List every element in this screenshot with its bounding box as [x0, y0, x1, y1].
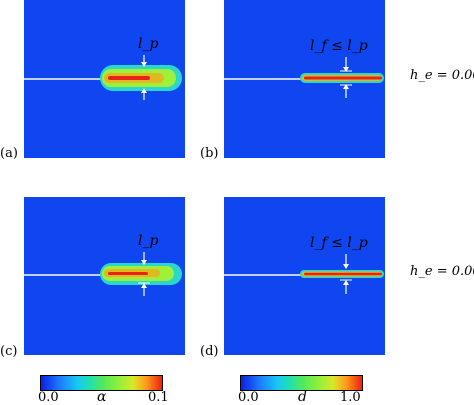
panel-tag-b: (b)	[200, 146, 219, 161]
crack-line	[24, 78, 114, 80]
crack-line	[224, 274, 304, 276]
crack-line	[24, 274, 114, 276]
panel-d-damage: l_f ≤ l_p	[224, 197, 385, 355]
plastic-zone-plume	[100, 65, 182, 91]
crack-line	[224, 78, 304, 80]
width-arrows	[340, 254, 352, 294]
damage-band	[300, 270, 384, 278]
width-arrows	[340, 57, 352, 98]
plastic-length-label: l_p	[138, 36, 159, 52]
colorbar-damage-min: 0.0	[238, 390, 259, 405]
panel-tag-c: (c)	[0, 344, 18, 359]
width-arrows	[141, 55, 147, 100]
colorbar-alpha-max: 0.1	[148, 390, 169, 405]
colorbar-alpha-variable: α	[97, 389, 107, 405]
colorbar-alpha	[40, 375, 163, 391]
plastic-zone-plume	[100, 263, 182, 285]
mesh-size-label-row1: h_e = 0.004	[410, 68, 474, 83]
width-arrows	[138, 252, 150, 296]
fracture-length-label: l_f ≤ l_p	[310, 235, 368, 251]
colorbar-damage-max: 1.0	[340, 390, 361, 405]
panel-tag-a: (a)	[0, 146, 18, 161]
colorbar-alpha-min: 0.0	[38, 390, 59, 405]
mesh-size-label-row2: h_e = 0.002	[410, 264, 474, 279]
colorbar-damage-variable: d	[298, 389, 307, 405]
panel-tag-d: (d)	[200, 344, 219, 359]
panel-c-plastic-strain: l_p	[24, 197, 185, 355]
colorbar-damage	[240, 375, 363, 391]
fracture-length-label: l_f ≤ l_p	[310, 38, 368, 54]
panel-a-plastic-strain: l_p	[24, 0, 185, 158]
plastic-length-label: l_p	[138, 233, 159, 249]
panel-b-damage: l_f ≤ l_p	[224, 0, 385, 158]
damage-band	[300, 73, 384, 83]
